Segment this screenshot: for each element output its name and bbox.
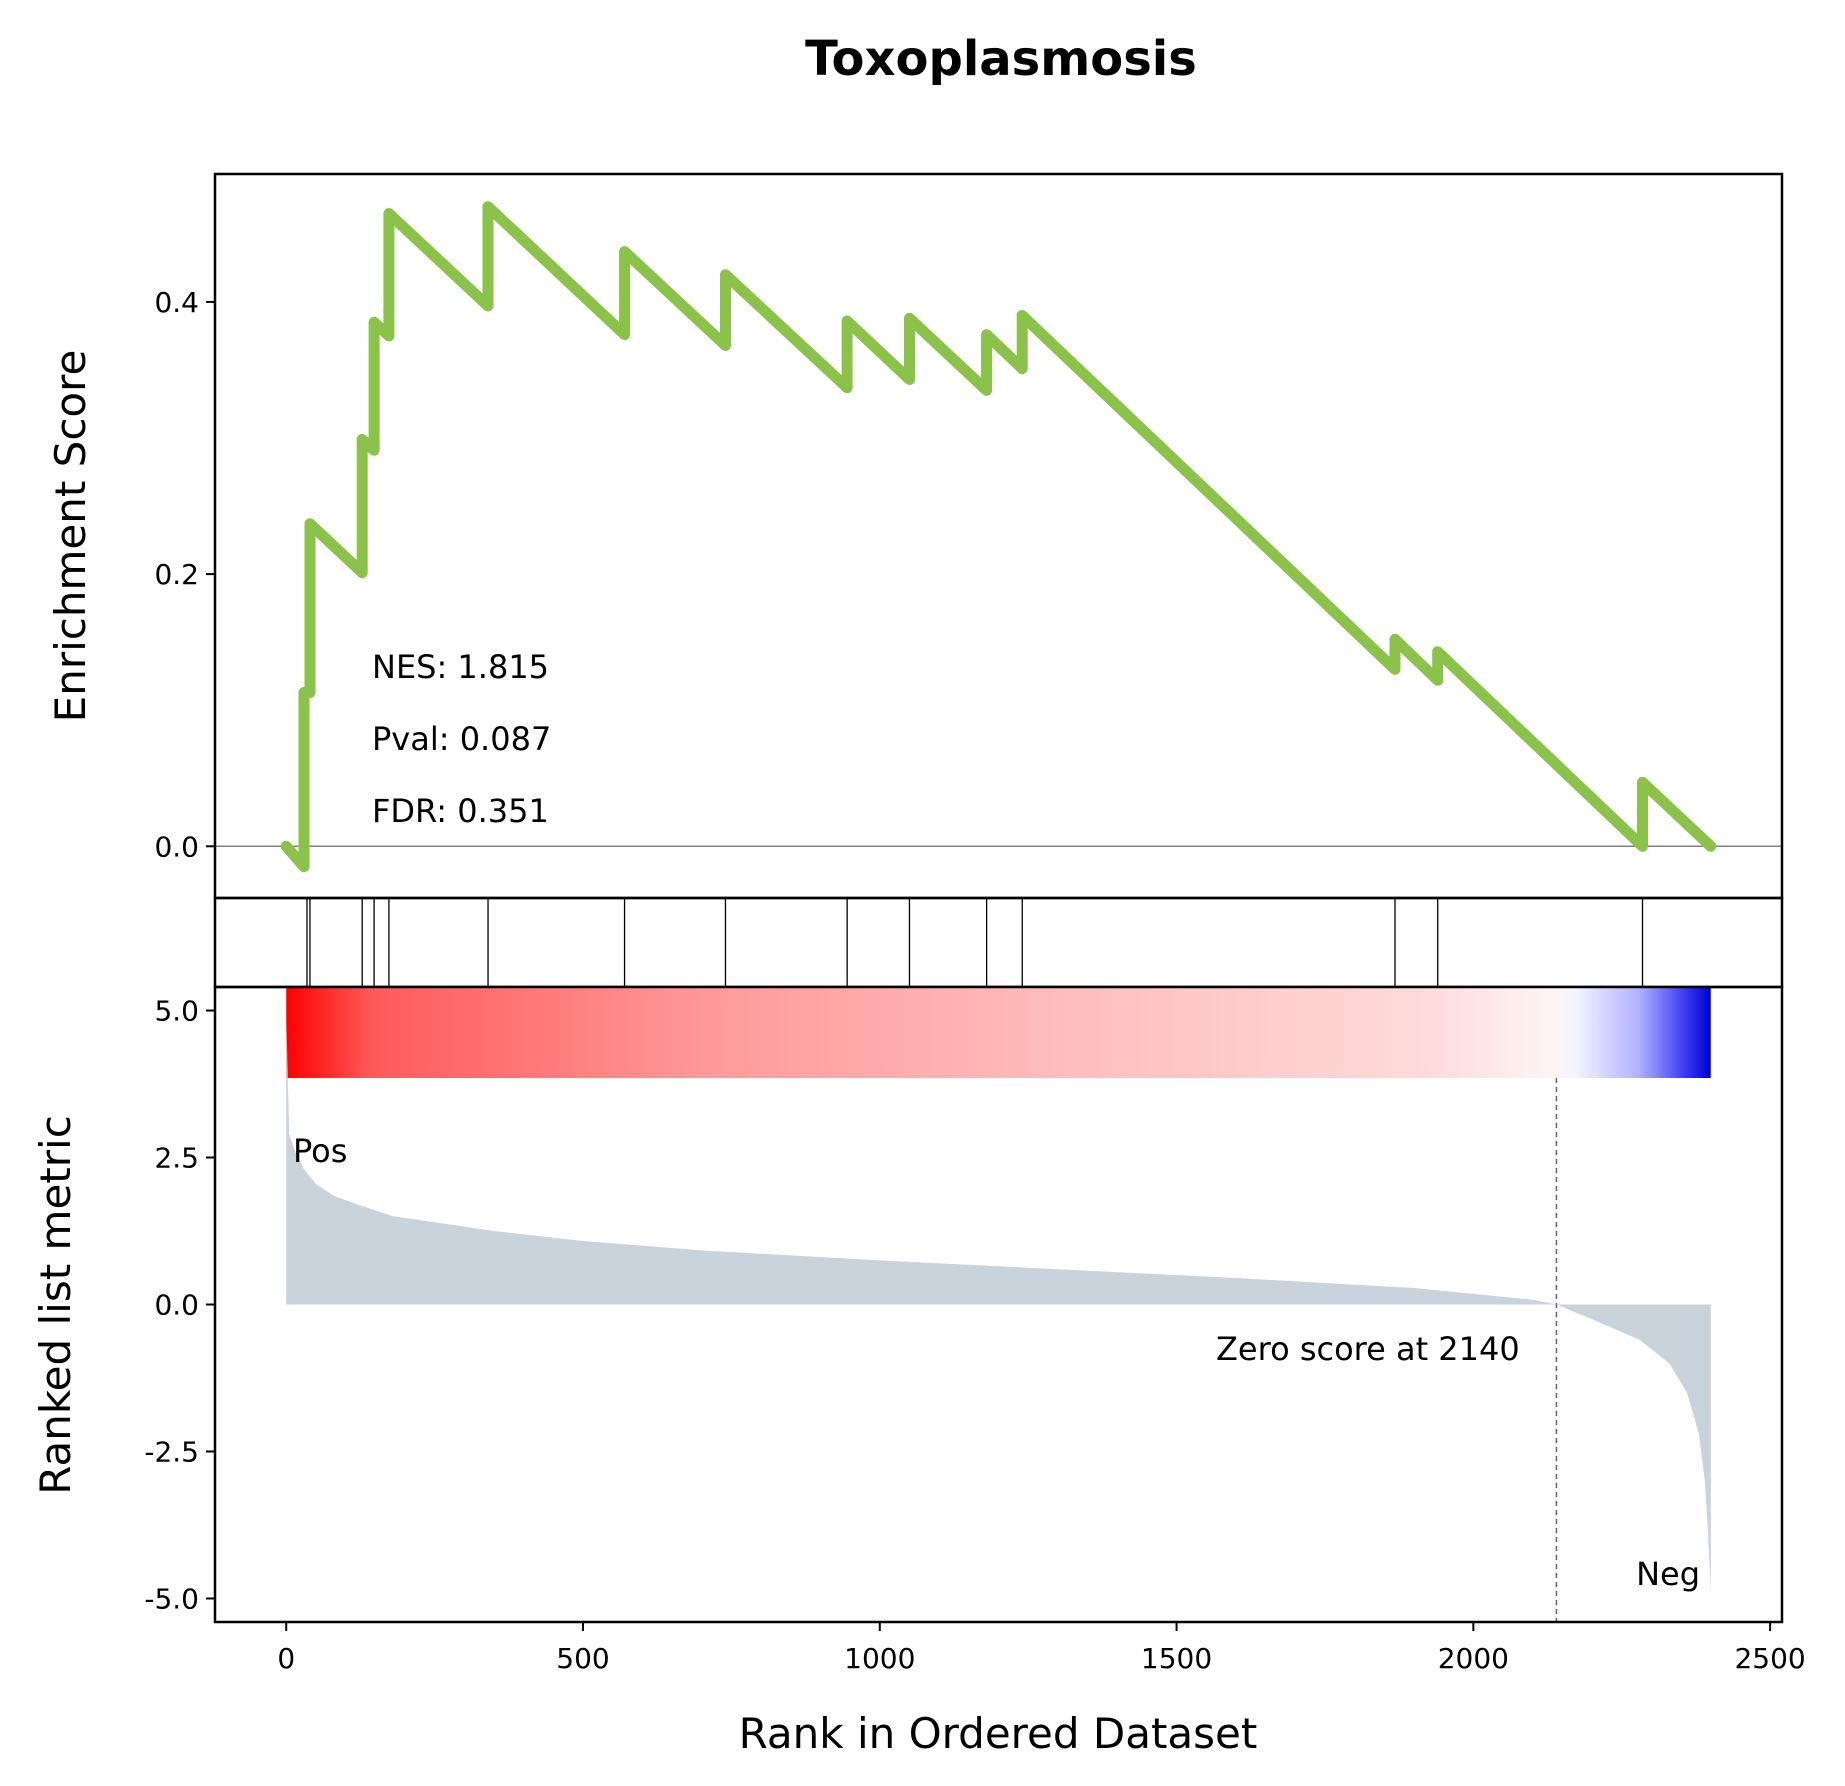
rank-color-bar [286, 987, 1711, 1078]
x-tick-label: 1500 [1141, 1642, 1212, 1675]
es-y-tick-label: 0.4 [154, 286, 199, 319]
hits-panel [213, 896, 1784, 989]
metric-panel-frame [213, 985, 1784, 1624]
es-y-tick-label: 0.2 [154, 558, 199, 591]
es-y-tick-label: 0.0 [154, 830, 199, 863]
metric-y-tick-label: 2.5 [154, 1142, 199, 1175]
enrichment-score-line [280, 201, 1717, 873]
x-tick-label: 500 [556, 1642, 609, 1675]
hits-panel-frame [213, 896, 1784, 989]
metric-y-tick-label: 0.0 [154, 1289, 199, 1322]
nes-label: NES: 1.815 [372, 648, 549, 686]
enrichment-score-panel: 0.0 0.2 0.4 NES: 1.815 Pval: 0.087 FDR: 0.… [154, 172, 1784, 900]
metric-y-tick-label: -5.0 [144, 1582, 199, 1615]
metric-y-axis-label: Ranked list metric [31, 1115, 80, 1495]
ranked-metric-panel: 5.0 2.5 0.0 -2.5 -5.0 Zero score at 2140 Pos… [144, 985, 1784, 1624]
chart-title: Toxoplasmosis [805, 31, 1197, 87]
metric-y-tick-label: -2.5 [144, 1435, 199, 1468]
fdr-label: FDR: 0.351 [372, 792, 549, 830]
x-axis-ticks: 0 500 1000 1500 2000 2500 [277, 1622, 1806, 1675]
x-tick-label: 0 [277, 1642, 295, 1675]
ranked-metric-area [286, 1013, 1711, 1593]
hit-lines [306, 898, 1644, 987]
metric-y-tick-label: 5.0 [154, 995, 199, 1028]
pos-label: Pos [293, 1132, 347, 1170]
x-tick-label: 2500 [1734, 1642, 1805, 1675]
metric-y-ticks: 5.0 2.5 0.0 -2.5 -5.0 [144, 995, 215, 1615]
pval-label: Pval: 0.087 [372, 720, 551, 758]
x-axis-label: Rank in Ordered Dataset [739, 1709, 1258, 1758]
zero-score-label: Zero score at 2140 [1216, 1330, 1520, 1368]
x-tick-label: 1000 [844, 1642, 915, 1675]
neg-label: Neg [1636, 1555, 1700, 1593]
es-y-axis-label: Enrichment Score [46, 350, 95, 723]
es-y-ticks: 0.0 0.2 0.4 [154, 286, 215, 863]
x-tick-label: 2000 [1438, 1642, 1509, 1675]
es-panel-frame [213, 172, 1784, 900]
